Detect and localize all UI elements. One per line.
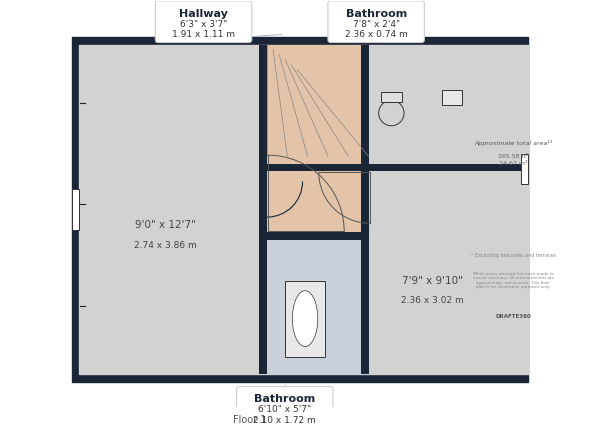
Text: Hallway: Hallway [179, 8, 228, 19]
Text: 9'0" x 12'7": 9'0" x 12'7" [135, 220, 196, 230]
Text: 6'10" x 5'7": 6'10" x 5'7" [258, 405, 311, 414]
Bar [361, 45, 368, 374]
Bar [381, 92, 401, 102]
Bar [71, 37, 529, 382]
Text: 6'3" x 3'7": 6'3" x 3'7" [180, 20, 227, 29]
Text: 265.58 ft²: 265.58 ft² [498, 153, 529, 159]
Bar [442, 90, 463, 106]
Text: 24.67 m²: 24.67 m² [499, 161, 527, 166]
Text: 2.10 x 1.72 m: 2.10 x 1.72 m [253, 416, 316, 424]
Bar [79, 45, 267, 374]
Text: ¹¹ Excluding balconies and terraces: ¹¹ Excluding balconies and terraces [470, 253, 556, 258]
Text: 7'9" x 9'10": 7'9" x 9'10" [401, 276, 463, 285]
Text: DRAFTE360: DRAFTE360 [495, 314, 531, 318]
Bar [267, 232, 368, 240]
Text: 1.91 x 1.11 m: 1.91 x 1.11 m [172, 30, 235, 39]
FancyBboxPatch shape [328, 1, 424, 42]
Ellipse shape [292, 291, 318, 346]
Text: 2.36 x 0.74 m: 2.36 x 0.74 m [345, 30, 407, 39]
Text: 7'8" x 2'4": 7'8" x 2'4" [353, 20, 400, 29]
Text: 2.74 x 3.86 m: 2.74 x 3.86 m [134, 240, 197, 249]
Bar [368, 164, 529, 171]
FancyBboxPatch shape [236, 387, 333, 424]
Bar [267, 232, 368, 374]
Text: Approximate total area¹¹: Approximate total area¹¹ [474, 140, 553, 147]
Bar [368, 45, 529, 164]
Bar [267, 164, 368, 171]
Text: Bathroom: Bathroom [254, 394, 316, 404]
Bar [267, 164, 368, 232]
Text: Floor 1: Floor 1 [233, 415, 266, 424]
Bar [285, 281, 325, 357]
Text: 2.36 x 3.02 m: 2.36 x 3.02 m [401, 296, 463, 305]
Bar [521, 153, 529, 184]
FancyBboxPatch shape [155, 1, 252, 42]
Bar [368, 164, 529, 374]
Bar [259, 45, 267, 374]
Bar [71, 189, 79, 230]
Text: While every attempt has been made to
ensure accuracy, all measurements are
appro: While every attempt has been made to ens… [473, 272, 554, 290]
Text: Bathroom: Bathroom [346, 8, 407, 19]
Bar [267, 45, 368, 179]
